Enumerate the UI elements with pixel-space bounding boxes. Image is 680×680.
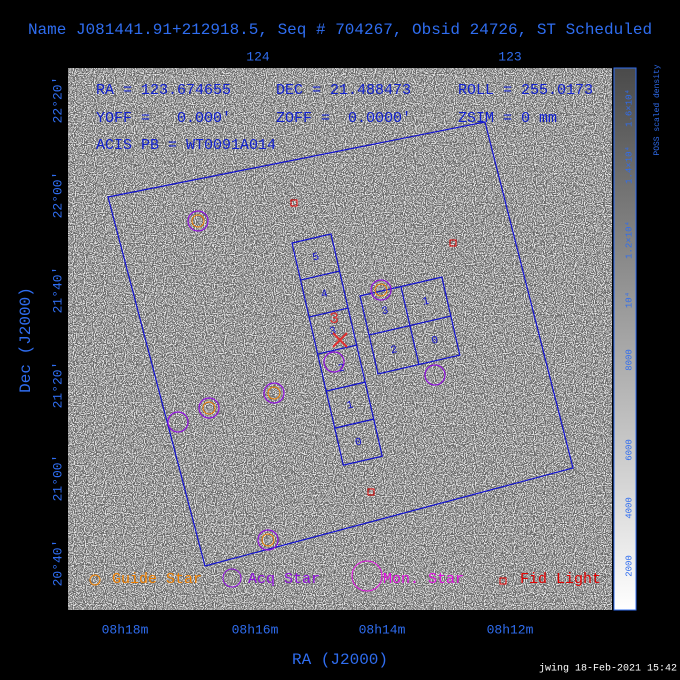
chip-label: 1	[422, 296, 432, 309]
y-label: Dec (J2000)	[17, 287, 35, 393]
chip-label: 3	[381, 305, 390, 318]
colorbar	[613, 67, 637, 611]
colorbar-label: POSS scaled density	[653, 64, 662, 155]
chip-label: 0	[354, 436, 363, 449]
legend-entry: Fid Light	[520, 571, 601, 588]
info-text: YOFF = 0.000'	[96, 110, 231, 127]
s-array: 5 4 3 2 1 0	[291, 233, 383, 466]
legend-entry: Guide Star	[112, 571, 202, 588]
left-tick: 22°00'	[50, 172, 65, 219]
fid-lights	[290, 199, 457, 496]
chip-label: 5	[311, 251, 320, 264]
legend: Guide Star Acq Star Mon. Star Fid Light	[89, 560, 601, 592]
legend-entry: Mon. Star	[383, 571, 464, 588]
colorbar-tick: 1.4×10⁴	[623, 146, 634, 184]
left-tick: 22°20'	[50, 77, 65, 124]
acq-stars	[167, 210, 446, 551]
colorbar-tick: 6000	[624, 439, 634, 461]
left-tick: 21°40'	[50, 267, 65, 314]
chip-label: 1	[346, 399, 356, 412]
chip-label: 2	[390, 344, 399, 357]
colorbar-tick: 8000	[624, 349, 634, 371]
x-label: RA (J2000)	[292, 651, 388, 669]
chip-label: 0	[431, 335, 440, 348]
chip-label: 3	[328, 325, 337, 338]
colorbar-ticks: 2000 4000 6000 8000 10⁴ 1.2×10⁴ 1.4×10⁴ …	[623, 89, 634, 577]
colorbar-tick: 1.2×10⁴	[623, 221, 634, 259]
chip-label: 4	[320, 288, 330, 301]
s-outline	[291, 233, 383, 466]
top-tick: 123	[498, 49, 521, 64]
colorbar-tick: 10⁴	[623, 292, 634, 308]
aimpoint	[332, 332, 348, 348]
info-text: ZOFF = 0.0000'	[276, 110, 411, 127]
info-text: RA = 123.674655	[96, 82, 231, 99]
left-tick: 21°20'	[50, 362, 65, 409]
info-text: ACIS PB = WT0091A014	[96, 137, 276, 154]
legend-entry: Acq Star	[248, 571, 320, 588]
footer: jwing 18-Feb-2021 15:42	[539, 663, 677, 675]
colorbar-tick: 1.6×10⁴	[623, 89, 634, 127]
field-box	[107, 121, 574, 567]
colorbar-tick: 2000	[624, 555, 634, 577]
left-tick: 20°40'	[50, 540, 65, 587]
colorbar-tick: 4000	[624, 497, 634, 519]
bottom-tick: 08h18m	[102, 622, 149, 637]
info-text: DEC = 21.488473	[276, 82, 411, 99]
monitor-label: 3	[329, 310, 339, 328]
title: Name J081441.91+212918.5, Seq # 704267, …	[28, 21, 652, 39]
top-tick: 124	[246, 49, 270, 64]
i-array: 3 1 2 0	[359, 276, 461, 375]
guide-stars	[191, 214, 388, 547]
left-tick: 21°00'	[50, 455, 65, 502]
bottom-tick: 08h14m	[359, 622, 406, 637]
plate-edge	[194, 109, 244, 501]
bottom-tick: 08h16m	[232, 622, 279, 637]
axis-ticks: 124 123 08h18m 08h16m 08h14m 08h12m 22°2…	[50, 49, 533, 637]
bottom-tick: 08h12m	[487, 622, 534, 637]
info-text: ROLL = 255.0173	[458, 82, 593, 99]
